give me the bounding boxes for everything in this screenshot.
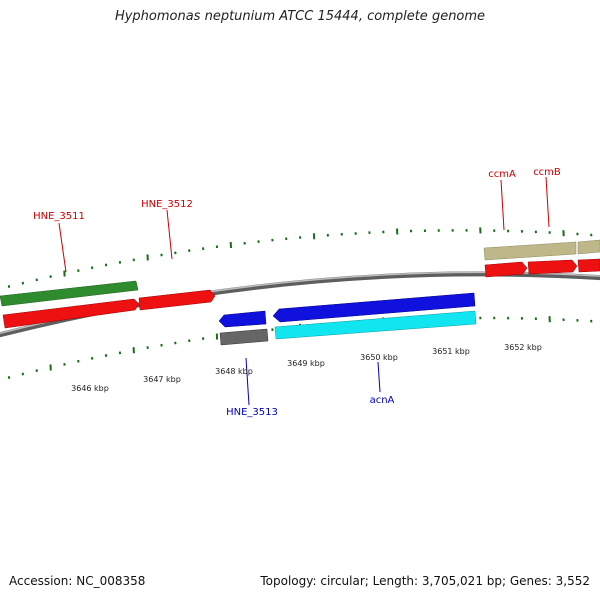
outer-tick-track (7, 227, 593, 288)
gene-label-hne-3512[interactable]: HNE_3512 (141, 199, 193, 210)
gene-label-hne-3513[interactable]: HNE_3513 (226, 407, 278, 418)
label-leader (58, 222, 67, 273)
gene-label-ccma[interactable]: ccmA (488, 169, 516, 180)
position-label: 3646 kbp (71, 384, 109, 393)
label-leader (166, 209, 173, 260)
position-label: 3647 kbp (143, 375, 181, 384)
label-leader (245, 357, 250, 406)
label-leader (500, 179, 505, 231)
position-label: 3651 kbp (432, 347, 470, 356)
gene-arrow[interactable] (527, 259, 578, 275)
position-label: 3649 kbp (287, 359, 325, 368)
label-leader (377, 361, 381, 393)
gene-arrow[interactable] (577, 258, 600, 273)
accession-text: Accession: NC_008358 (9, 574, 146, 588)
gene-arrow[interactable] (219, 328, 269, 346)
genome-summary-text: Topology: circular; Length: 3,705,021 bp… (260, 574, 590, 588)
gene-arrow[interactable] (484, 261, 528, 278)
gene-arrow[interactable] (138, 289, 216, 311)
label-leader (545, 176, 550, 228)
position-label: 3652 kbp (504, 343, 542, 352)
gene-label-ccmb[interactable]: ccmB (533, 167, 561, 178)
gene-arrow[interactable] (218, 310, 267, 328)
gene-arrow[interactable] (2, 298, 140, 329)
gene-label-acna[interactable]: acnA (370, 395, 395, 406)
position-label: 3650 kbp (360, 353, 398, 362)
gene-arrow[interactable] (274, 310, 477, 340)
position-label: 3648 kbp (215, 367, 253, 376)
map-title: Hyphomonas neptunium ATCC 15444, complet… (114, 9, 486, 24)
gene-label-hne-3511[interactable]: HNE_3511 (33, 211, 85, 222)
gene-arrow[interactable] (483, 241, 577, 261)
gene-arrow[interactable] (272, 292, 476, 323)
gene-arrow[interactable] (0, 280, 139, 307)
gene-arrow[interactable] (577, 239, 600, 255)
